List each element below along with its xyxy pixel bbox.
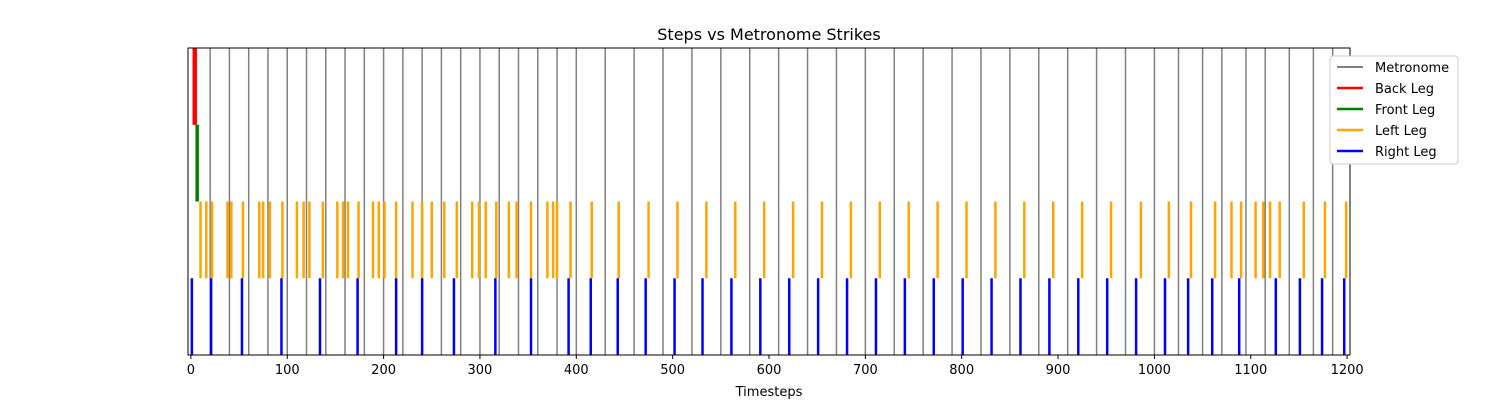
x-tick-label: 900 — [1046, 363, 1071, 378]
x-tick-label: 1000 — [1138, 363, 1171, 378]
chart-title: Steps vs Metronome Strikes — [657, 25, 880, 44]
x-tick-label: 0 — [187, 363, 195, 378]
x-tick-label: 400 — [564, 363, 589, 378]
x-tick-label: 800 — [949, 363, 974, 378]
x-tick-label: 500 — [660, 363, 685, 378]
legend-frame — [1329, 55, 1459, 165]
legend-back-leg-label: Back Leg — [1375, 82, 1434, 97]
legend: Metronome Back Leg Front Leg Left Leg Ri… — [1329, 55, 1459, 165]
x-axis-label: Timesteps — [735, 385, 803, 400]
x-tick-label: 100 — [275, 363, 300, 378]
x-tick-label: 1200 — [1331, 363, 1364, 378]
x-tick-label: 600 — [757, 363, 782, 378]
x-tick-label: 300 — [468, 363, 493, 378]
legend-metronome-label: Metronome — [1375, 61, 1449, 76]
x-tick-label: 1100 — [1234, 363, 1267, 378]
legend-front-leg-label: Front Leg — [1375, 103, 1435, 118]
x-tick-label: 200 — [371, 363, 396, 378]
legend-left-leg-label: Left Leg — [1375, 124, 1427, 139]
plot-area — [188, 48, 1350, 355]
x-tick-label: 700 — [853, 363, 878, 378]
legend-right-leg-label: Right Leg — [1375, 145, 1437, 160]
